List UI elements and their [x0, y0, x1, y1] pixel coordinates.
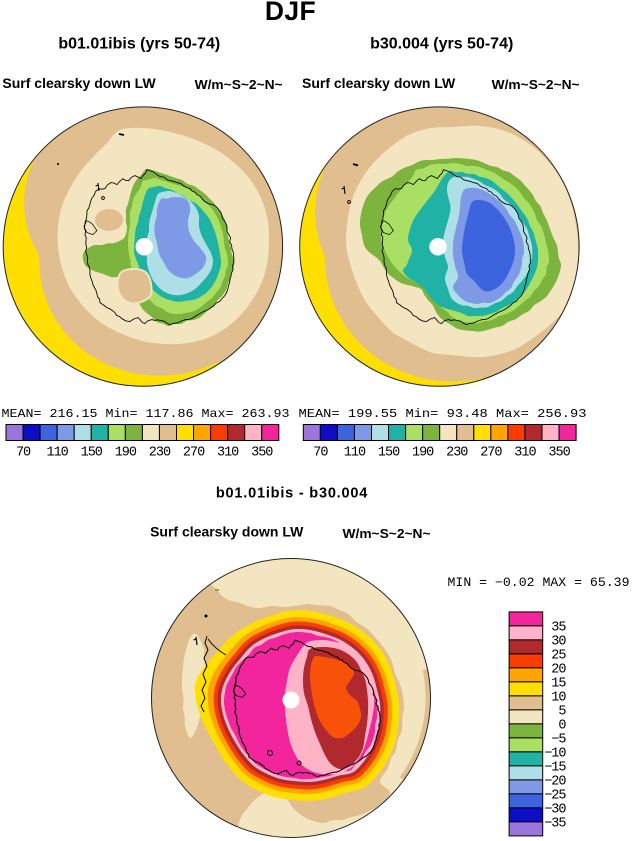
svg-text:35: 35 [551, 620, 566, 635]
svg-text:0: 0 [558, 718, 566, 733]
svg-text:−20: −20 [544, 774, 566, 789]
svg-text:350: 350 [548, 446, 570, 461]
svg-text:270: 270 [183, 446, 205, 461]
svg-text:310: 310 [217, 446, 239, 461]
svg-text:190: 190 [115, 446, 137, 461]
svg-text:−30: −30 [544, 802, 566, 817]
svg-text:−15: −15 [544, 760, 566, 775]
svg-text:190: 190 [412, 446, 434, 461]
svg-text:30: 30 [551, 634, 566, 649]
svg-text:W/m~S~2~N~: W/m~S~2~N~ [492, 78, 580, 92]
svg-text:270: 270 [480, 446, 502, 461]
svg-text:MEAN= 216.15 Min= 117.86 M: MEAN= 216.15 Min= 117.86 Max= 263.93 [2, 407, 290, 421]
svg-text:−10: −10 [544, 746, 566, 761]
svg-text:W/m~S~2~N~: W/m~S~2~N~ [343, 527, 431, 541]
svg-text:20: 20 [551, 662, 566, 677]
svg-text:b01.01ibis (yrs 50-74): b01.01ibis (yrs 50-74) [58, 35, 220, 52]
svg-text:70: 70 [16, 446, 31, 461]
svg-text:10: 10 [551, 690, 566, 705]
svg-text:MIN = −0.02 MAX = 65.39: MIN = −0.02 MAX = 65.39 [448, 576, 630, 590]
svg-text:110: 110 [46, 446, 68, 461]
svg-text:350: 350 [251, 446, 273, 461]
svg-text:150: 150 [378, 446, 400, 461]
svg-text:W/m~S~2~N~: W/m~S~2~N~ [195, 78, 283, 92]
svg-text:MEAN= 199.55 Min= 93.48 M: MEAN= 199.55 Min= 93.48 Max= 256.93 [299, 407, 587, 421]
svg-text:b01.01ibis - b30.004: b01.01ibis - b30.004 [216, 485, 368, 501]
svg-text:150: 150 [81, 446, 103, 461]
svg-text:70: 70 [313, 446, 328, 461]
svg-text:DJF: DJF [265, 0, 316, 26]
svg-text:−25: −25 [544, 788, 566, 803]
svg-text:110: 110 [344, 446, 366, 461]
svg-text:Surf clearsky down LW: Surf clearsky down LW [302, 75, 456, 91]
svg-text:310: 310 [514, 446, 536, 461]
svg-text:b30.004 (yrs 50-74): b30.004 (yrs 50-74) [370, 35, 513, 52]
svg-text:5: 5 [558, 704, 566, 719]
svg-text:230: 230 [149, 446, 171, 461]
svg-text:Surf clearsky down LW: Surf clearsky down LW [150, 523, 304, 539]
svg-text:−35: −35 [544, 816, 566, 831]
svg-text:Surf clearsky down LW: Surf clearsky down LW [2, 75, 156, 91]
svg-text:25: 25 [551, 648, 566, 663]
svg-text:230: 230 [446, 446, 468, 461]
svg-text:−5: −5 [551, 732, 566, 747]
svg-text:15: 15 [551, 676, 566, 691]
